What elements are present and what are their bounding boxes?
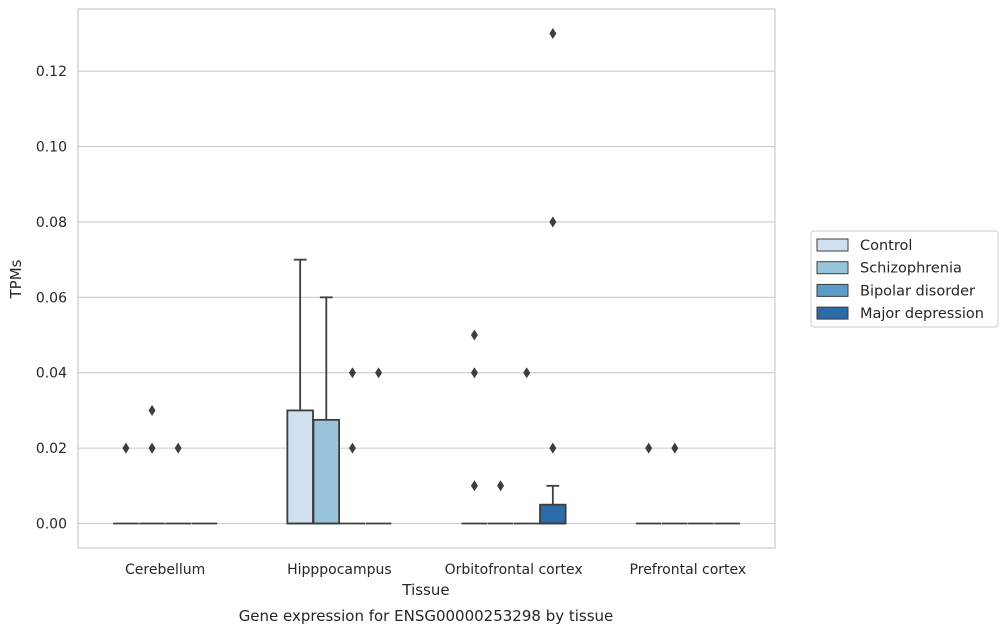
box-1-1 (312, 296, 341, 525)
x-axis-label: Tissue (401, 581, 449, 599)
outlier-point (375, 367, 383, 379)
legend-label: Schizophrenia (860, 261, 962, 277)
legend-swatch (816, 306, 849, 320)
legend-item: Major depression (816, 306, 984, 322)
box-2-1 (487, 480, 514, 525)
legend-label: Major depression (860, 306, 984, 322)
outlier-point (470, 329, 478, 341)
legend-label: Control (860, 238, 912, 254)
box-1-0 (286, 258, 314, 525)
box-body (312, 418, 341, 525)
box-body (286, 409, 314, 525)
box-series (113, 28, 740, 525)
legend-item: Control (816, 238, 912, 254)
legend-frame (810, 230, 999, 328)
plot-frame (77, 8, 776, 549)
outlier-point (470, 367, 478, 379)
y-tick-label: 0.10 (36, 140, 67, 156)
outlier-point (671, 442, 679, 454)
x-axis-ticks: Cerebellum Hipppocampus Orbitofrontal cort… (125, 562, 746, 578)
x-tick-label: Hipppocampus (287, 562, 392, 578)
box-body (539, 503, 567, 525)
outlier-point (549, 442, 557, 454)
box-1-2 (339, 367, 366, 525)
box-0-2 (165, 442, 192, 525)
legend-swatch (816, 283, 849, 297)
legend-swatch (816, 238, 849, 252)
outlier-point (549, 216, 557, 228)
legend: Control Schizophrenia Bipolar disorder Majo… (810, 230, 999, 328)
box-3-1 (661, 442, 688, 525)
box-0-0 (113, 442, 139, 525)
box-1-3 (365, 367, 392, 525)
y-tick-label: 0.12 (36, 64, 67, 80)
box-2-0 (461, 329, 488, 525)
y-tick-label: 0.04 (36, 366, 67, 382)
chart-caption: Gene expression for ENSG00000253298 by t… (239, 607, 614, 625)
outlier-point (645, 442, 653, 454)
outlier-point (497, 480, 505, 492)
x-tick-label: Cerebellum (125, 562, 205, 578)
legend-swatch (816, 261, 849, 275)
outlier-point (470, 480, 478, 492)
box-2-3 (539, 28, 567, 525)
y-axis-ticks: 0.00 0.02 0.04 0.06 0.08 0.10 0.12 (36, 64, 67, 532)
legend-item: Bipolar disorder (816, 283, 975, 299)
outlier-point (348, 367, 356, 379)
outlier-point (148, 404, 156, 416)
outlier-point (549, 28, 557, 39)
outlier-point (348, 442, 356, 454)
x-tick-label: Prefrontal cortex (630, 562, 747, 578)
y-tick-label: 0.06 (36, 290, 67, 306)
outlier-point (148, 442, 156, 454)
y-tick-label: 0.08 (36, 215, 67, 231)
legend-label: Bipolar disorder (860, 283, 975, 299)
y-axis-label: TPMs (7, 259, 25, 299)
outlier-point (122, 442, 130, 454)
box-3-0 (635, 442, 662, 525)
x-tick-label: Orbitofrontal cortex (445, 562, 583, 578)
y-tick-label: 0.00 (36, 517, 67, 533)
box-0-1 (139, 404, 165, 525)
outlier-point (174, 442, 182, 454)
y-tick-label: 0.02 (36, 441, 67, 457)
legend-item: Schizophrenia (816, 261, 962, 277)
gridlines (78, 70, 775, 525)
outlier-point (523, 367, 531, 379)
box-2-2 (513, 367, 540, 525)
